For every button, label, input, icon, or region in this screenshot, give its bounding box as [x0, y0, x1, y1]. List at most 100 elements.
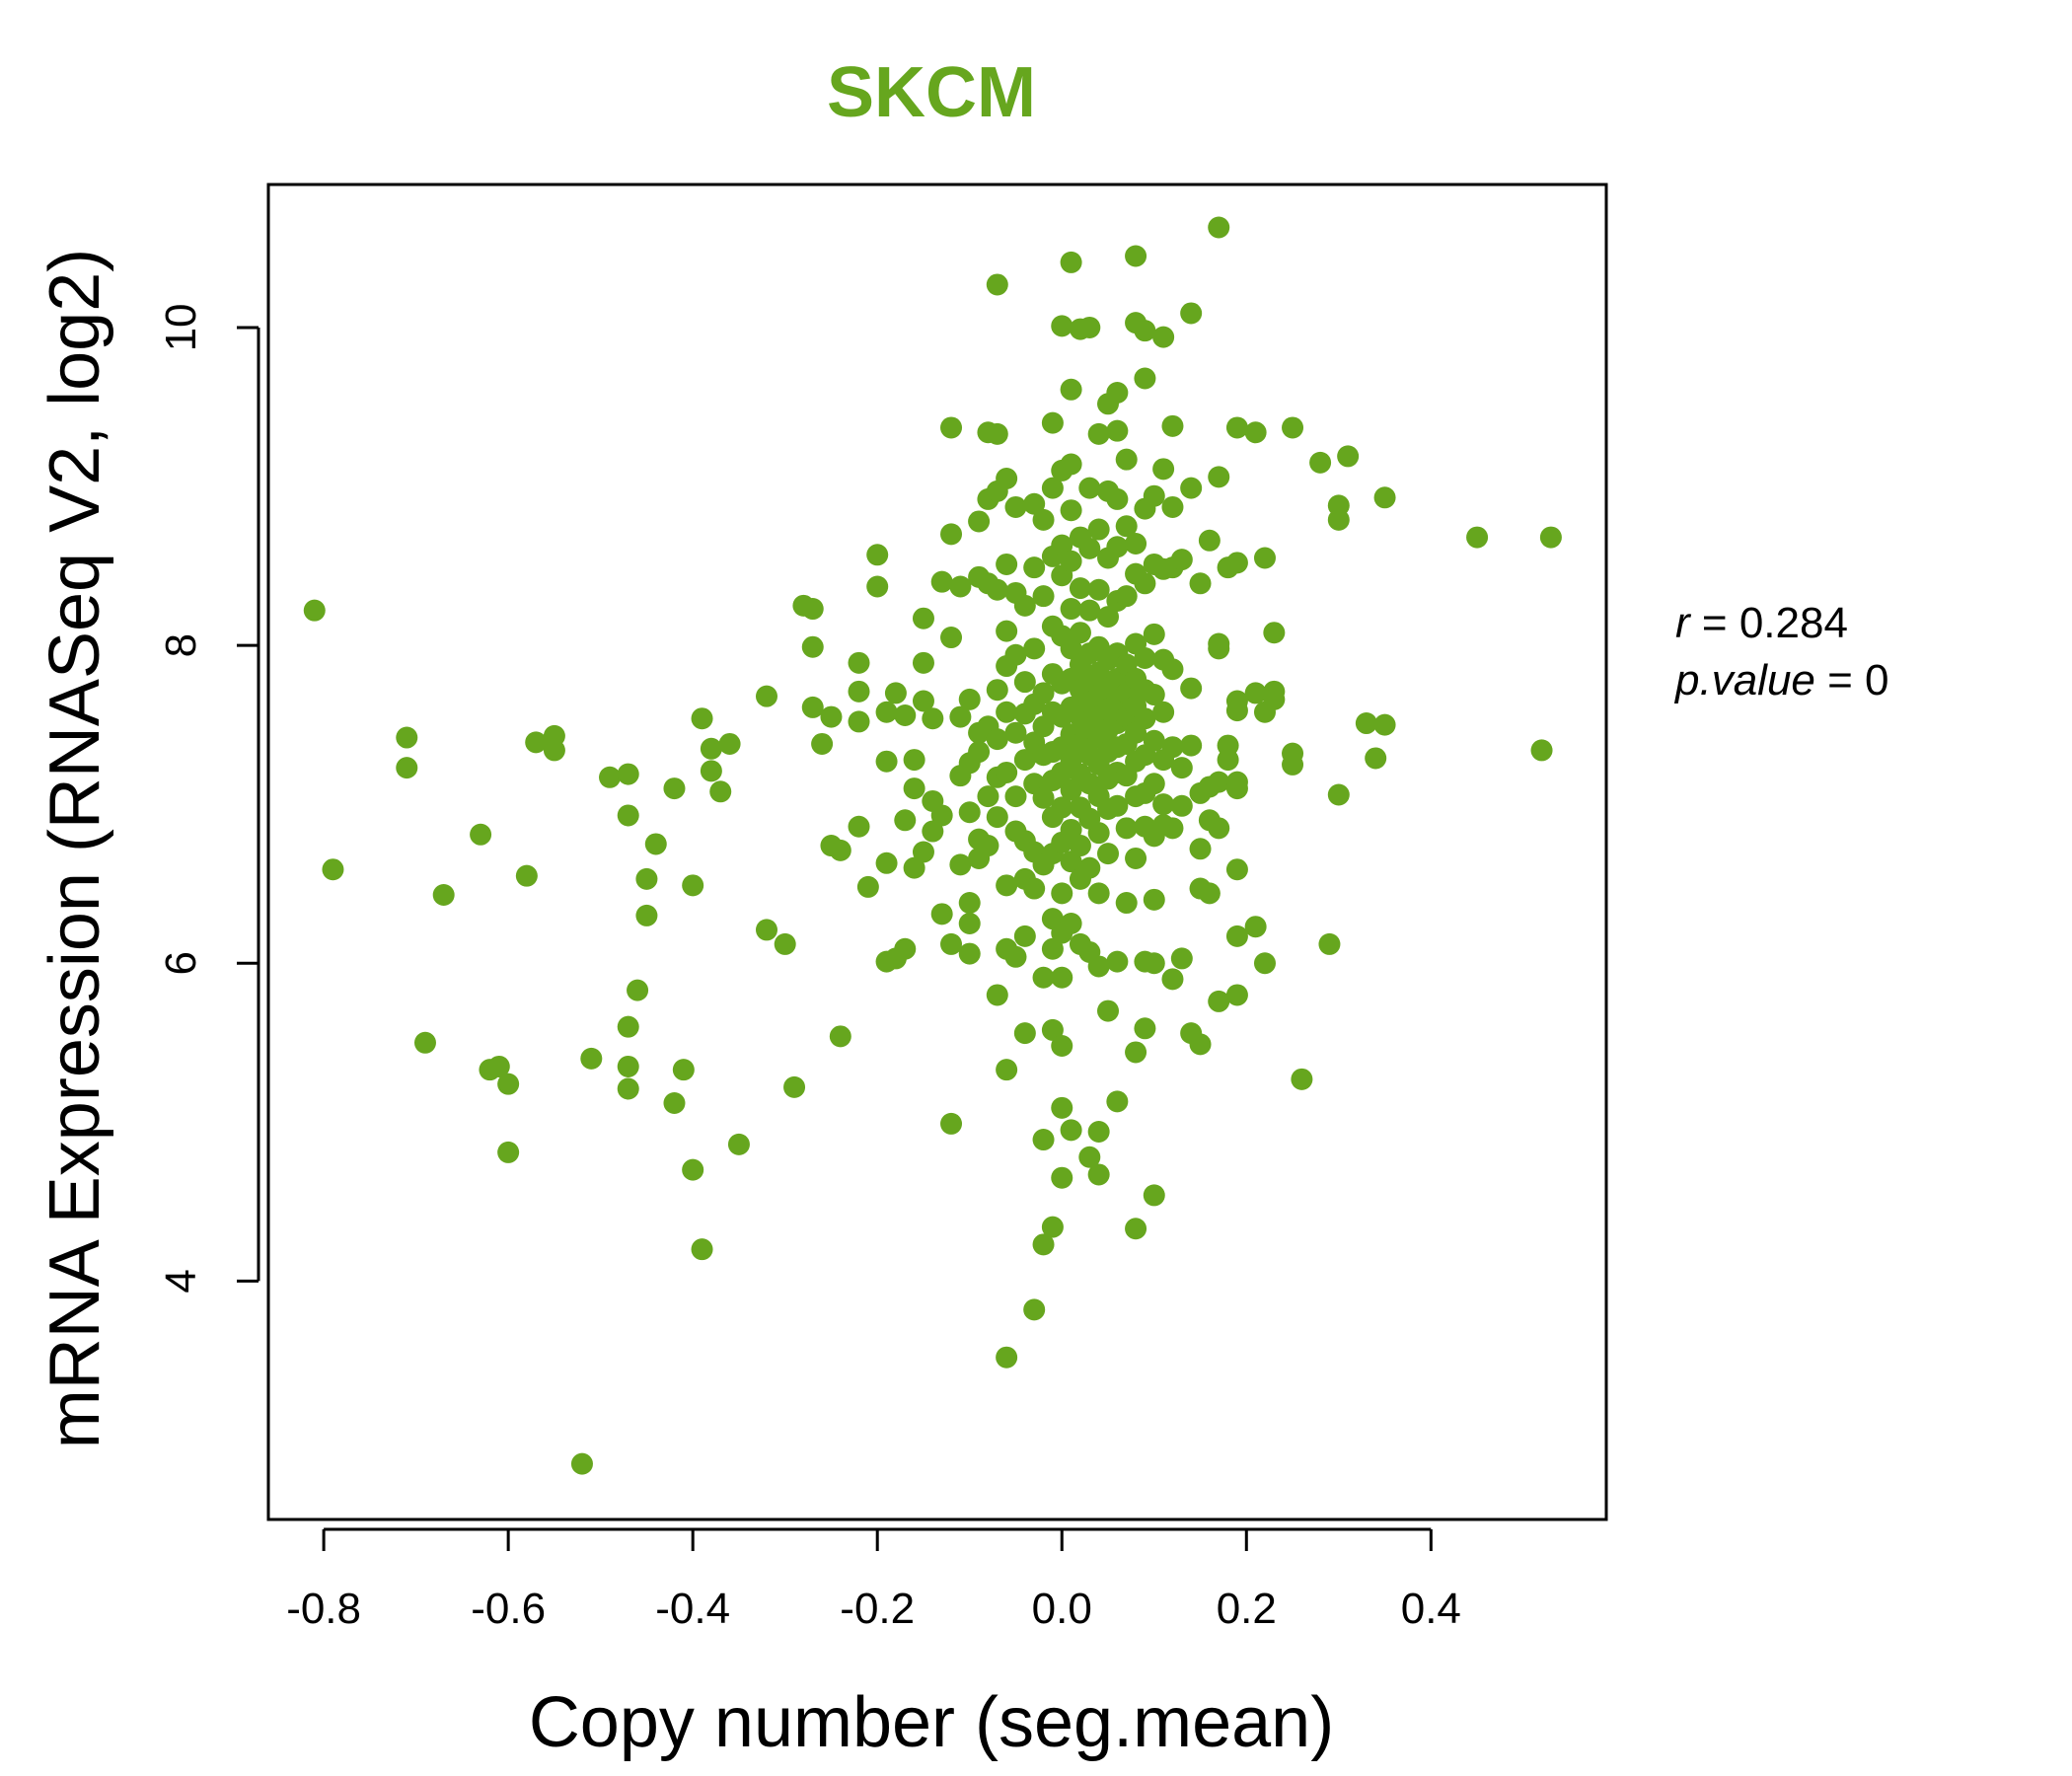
data-point [543, 739, 565, 762]
data-point [322, 858, 344, 881]
data-point [996, 701, 1018, 723]
data-point [866, 544, 889, 566]
data-point [1115, 448, 1138, 471]
data-point [912, 651, 934, 674]
data-point [617, 763, 639, 785]
data-point [996, 874, 1018, 897]
data-point [1170, 757, 1193, 779]
correlation-label: r = 0.284 [1675, 599, 1848, 647]
p-value-label: p.value = 0 [1673, 656, 1889, 704]
data-point [1041, 937, 1064, 960]
data-point [949, 575, 972, 598]
data-point [1198, 529, 1221, 552]
data-point [940, 523, 963, 546]
data-point [1032, 682, 1055, 704]
data-point [700, 760, 722, 782]
data-point [1023, 877, 1046, 900]
data-point [1225, 700, 1248, 722]
data-point [617, 1055, 639, 1077]
data-point [958, 942, 981, 965]
data-point [663, 1091, 686, 1114]
data-point [1134, 320, 1156, 342]
data-point [1106, 382, 1129, 405]
data-point [1337, 445, 1360, 468]
data-point [1208, 990, 1230, 1012]
data-point [672, 1059, 695, 1081]
data-point [617, 804, 639, 827]
data-point [1152, 793, 1175, 816]
data-point [1170, 794, 1193, 817]
data-point [930, 570, 953, 593]
data-point [1087, 1120, 1110, 1143]
data-point [1078, 537, 1101, 559]
x-tick-label: 0.4 [1401, 1585, 1461, 1633]
data-point [940, 627, 963, 649]
data-point [1134, 367, 1156, 390]
data-point [1327, 508, 1350, 531]
data-point [1115, 515, 1138, 538]
data-point [1263, 622, 1286, 644]
data-point [1060, 499, 1082, 522]
data-point [894, 937, 917, 960]
data-point [848, 710, 870, 733]
data-point [856, 875, 879, 898]
data-point [1032, 966, 1055, 989]
data-point [1013, 1022, 1036, 1045]
data-point [1244, 682, 1267, 704]
data-point [1004, 643, 1027, 666]
plot-frame [266, 183, 1608, 1521]
data-point [1125, 1041, 1147, 1064]
data-point [940, 1112, 963, 1135]
data-point [1225, 777, 1248, 800]
data-point [487, 1055, 510, 1077]
data-point [1161, 968, 1184, 991]
data-point [1013, 671, 1036, 694]
x-tick-label: -0.6 [471, 1585, 546, 1633]
data-point [940, 932, 963, 955]
data-point [1060, 637, 1082, 660]
data-point [497, 1141, 520, 1163]
p-value: 0 [1865, 656, 1888, 704]
data-point [949, 705, 972, 728]
data-point [968, 510, 991, 533]
data-point [940, 416, 963, 439]
data-point [1069, 577, 1091, 600]
data-point [986, 806, 1008, 829]
data-point [497, 1073, 520, 1095]
data-point [1466, 526, 1489, 549]
data-point [1365, 747, 1387, 770]
data-point [432, 883, 455, 906]
data-point [1051, 315, 1073, 337]
data-point [1282, 753, 1304, 776]
data-point [1060, 1119, 1082, 1142]
data-point [829, 1025, 851, 1048]
data-point [1032, 1129, 1055, 1151]
chart-title: SKCM [827, 53, 1036, 132]
data-point [1013, 594, 1036, 617]
data-point [1125, 1218, 1147, 1240]
data-point [1032, 1233, 1055, 1256]
data-point [1143, 1184, 1165, 1207]
data-point [996, 467, 1018, 489]
data-point [848, 680, 870, 703]
data-point [1078, 856, 1101, 879]
x-tick-label: -0.2 [840, 1585, 915, 1633]
data-point [1208, 216, 1230, 239]
data-point [1097, 843, 1120, 865]
data-point [1106, 536, 1129, 558]
data-point [1134, 1017, 1156, 1040]
data-point [977, 835, 999, 857]
data-point [875, 750, 898, 773]
data-point [986, 578, 1008, 601]
data-point [1161, 817, 1184, 840]
p-symbol: p.value [1673, 656, 1815, 704]
data-point [986, 679, 1008, 702]
x-tick-label: 0.0 [1032, 1585, 1092, 1633]
data-point [1087, 518, 1110, 541]
data-point [820, 705, 843, 728]
data-point [1078, 316, 1101, 338]
data-point [1530, 739, 1553, 762]
data-point [930, 903, 953, 925]
data-point [1060, 251, 1082, 273]
data-point [949, 853, 972, 876]
